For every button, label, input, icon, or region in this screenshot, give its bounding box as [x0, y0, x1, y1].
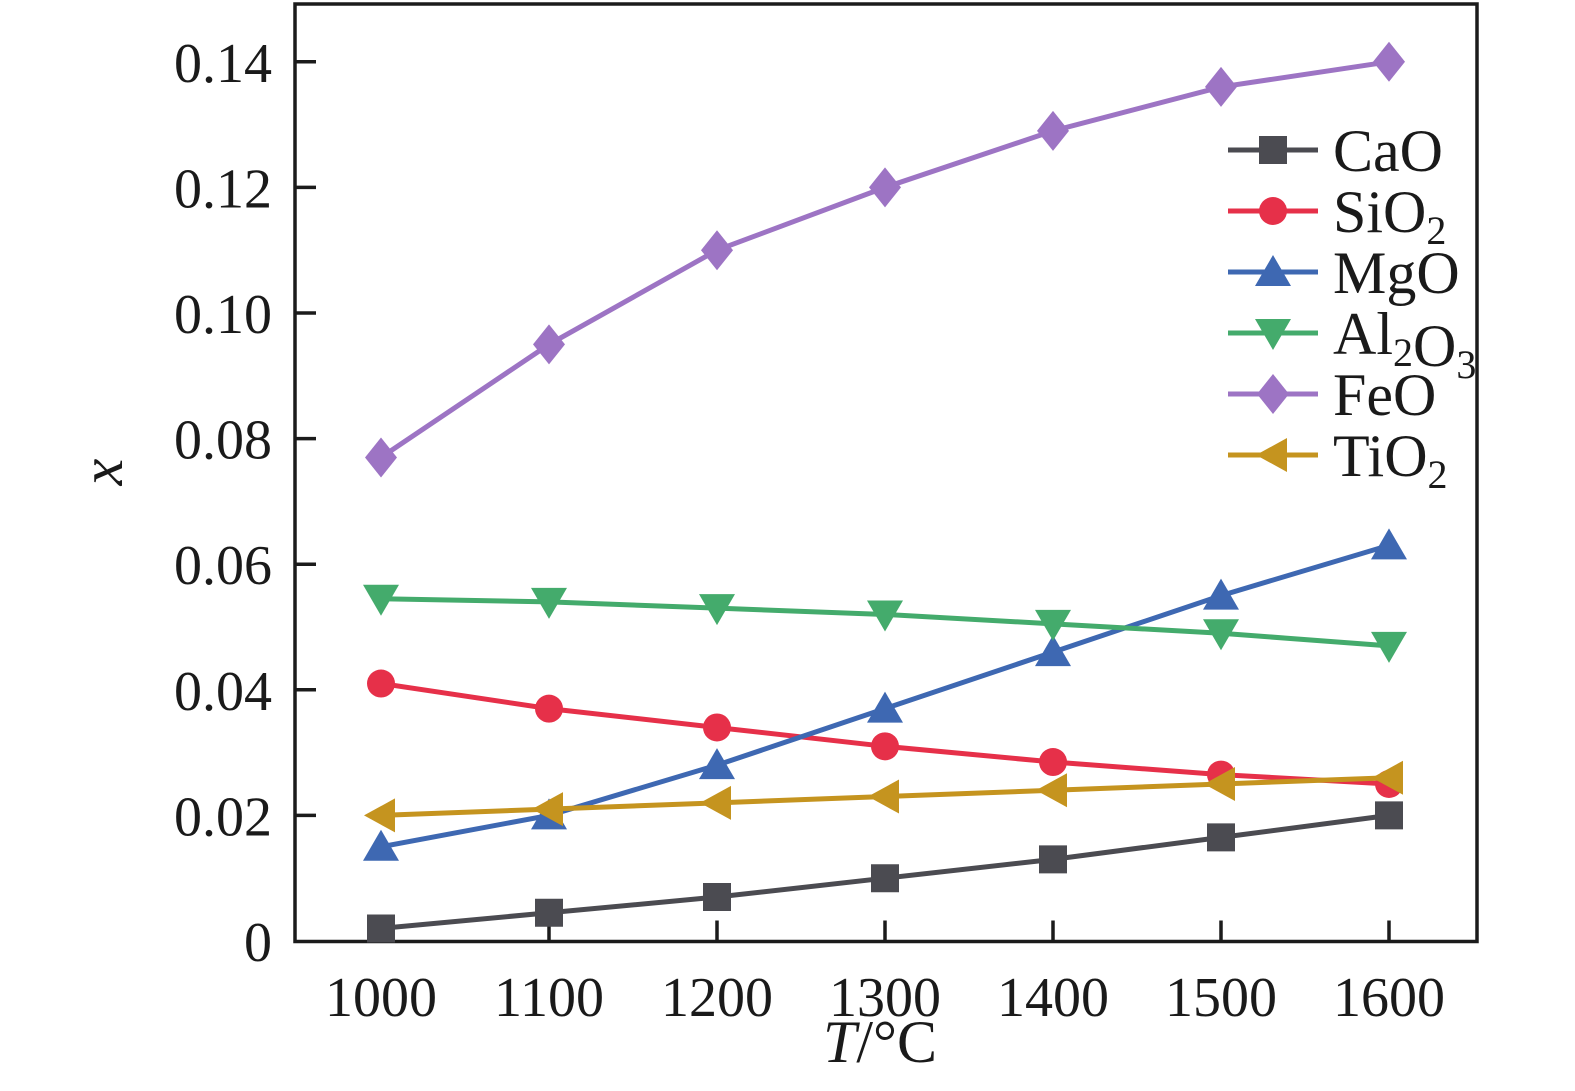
data-point-al2o3 — [867, 600, 903, 632]
data-point-cao — [367, 914, 395, 943]
data-point-al2o3 — [363, 584, 399, 616]
legend-item-sio2: SiO2 — [1228, 179, 1446, 253]
y-tick-label: 0 — [244, 912, 272, 974]
legend-label-sio2: SiO2 — [1333, 179, 1446, 253]
legend-item-tio2: TiO2 — [1228, 423, 1448, 497]
x-tick-label: 1600 — [1333, 967, 1445, 1029]
data-point-tio2 — [364, 798, 395, 833]
legend-label-part: Al — [1333, 301, 1393, 367]
series-feo — [365, 41, 1405, 478]
legend-label-part: SiO — [1333, 179, 1426, 245]
x-axis-title: T/°C — [823, 1009, 937, 1075]
series-al2o3 — [363, 584, 1407, 663]
legend-label-cao: CaO — [1333, 118, 1443, 184]
y-tick-label: 0.12 — [174, 158, 272, 220]
series-line-feo — [379, 59, 1390, 460]
legend-marker-mgo — [1255, 255, 1291, 286]
plot-border — [293, 2, 1479, 944]
y-tick-label: 0.06 — [174, 535, 272, 597]
data-point-al2o3 — [699, 594, 735, 626]
legend-label-al2o3: Al2O3 — [1333, 301, 1476, 387]
legend-label-tio2: TiO2 — [1333, 423, 1448, 497]
x-tick-label: 1400 — [997, 967, 1109, 1029]
x-axis-title-unit: /°C — [856, 1009, 937, 1075]
legend-item-feo: FeO — [1228, 362, 1436, 428]
data-point-sio2 — [703, 713, 731, 742]
data-point-cao — [535, 898, 563, 927]
legend-marker-tio2 — [1256, 438, 1287, 472]
y-tick-label: 0.08 — [174, 410, 272, 472]
data-point-tio2 — [700, 785, 731, 820]
data-point-al2o3 — [1035, 609, 1071, 641]
legend-label-part: 2 — [1426, 208, 1446, 253]
data-point-tio2 — [532, 792, 563, 827]
data-point-cao — [703, 883, 731, 912]
legend-marker-feo — [1257, 374, 1289, 414]
legend-label-mgo: MgO — [1333, 240, 1460, 306]
data-point-tio2 — [1204, 767, 1235, 801]
data-point-sio2 — [871, 732, 899, 761]
series-tio2 — [364, 760, 1403, 833]
y-tick-label: 0.10 — [174, 284, 272, 346]
data-point-feo — [869, 167, 901, 208]
data-point-feo — [1037, 110, 1069, 151]
x-tick-label: 1500 — [1165, 967, 1277, 1029]
data-point-tio2 — [868, 779, 899, 814]
data-point-mgo — [699, 748, 735, 780]
legend-label-part: O — [1413, 313, 1456, 379]
data-point-sio2 — [367, 669, 395, 698]
legend-marker-sio2 — [1259, 197, 1287, 225]
x-tick-label: 1200 — [661, 967, 773, 1029]
legend-marker-al2o3 — [1255, 319, 1291, 350]
x-axis-title-symbol: T — [823, 1009, 860, 1075]
x-tick-label: 1000 — [325, 967, 437, 1029]
data-point-tio2 — [1372, 760, 1403, 795]
legend-label-part: 2 — [1393, 330, 1413, 375]
data-point-feo — [1205, 66, 1237, 107]
x-tick-label: 1100 — [494, 967, 604, 1029]
x-tick-label: 1300 — [829, 967, 941, 1029]
y-tick-label: 0.14 — [174, 33, 272, 95]
legend-label-part: MgO — [1333, 240, 1460, 306]
data-point-feo — [533, 324, 565, 365]
data-point-al2o3 — [531, 587, 567, 619]
data-point-sio2 — [1039, 748, 1067, 777]
legend-item-al2o3: Al2O3 — [1228, 301, 1476, 387]
y-tick-label: 0.04 — [174, 661, 272, 723]
data-point-tio2 — [1036, 773, 1067, 808]
data-point-al2o3 — [1371, 631, 1407, 663]
y-tick-label: 0.02 — [174, 786, 272, 848]
data-point-mgo — [867, 691, 903, 723]
data-point-sio2 — [535, 694, 563, 723]
data-point-cao — [1039, 845, 1067, 874]
data-point-mgo — [363, 829, 399, 861]
legend-label-part: TiO — [1333, 423, 1428, 489]
legend-marker-cao — [1259, 136, 1287, 164]
data-point-cao — [1375, 801, 1403, 830]
series-cao — [367, 801, 1403, 943]
data-point-feo — [701, 230, 733, 271]
data-point-cao — [871, 864, 899, 893]
data-point-feo — [365, 437, 397, 478]
legend-item-cao: CaO — [1228, 118, 1443, 184]
y-axis-title: x — [69, 458, 135, 486]
legend-label-part: CaO — [1333, 118, 1443, 184]
legend-item-mgo: MgO — [1228, 240, 1460, 306]
data-point-mgo — [1203, 578, 1239, 610]
data-point-al2o3 — [1203, 619, 1239, 651]
data-point-mgo — [1371, 528, 1407, 560]
data-point-feo — [1373, 41, 1405, 82]
data-point-cao — [1207, 823, 1235, 852]
legend-label-part: 2 — [1428, 452, 1448, 497]
series-sio2 — [367, 669, 1403, 798]
legend-label-part: FeO — [1333, 362, 1436, 428]
legend-label-feo: FeO — [1333, 362, 1436, 428]
legend-label-part: 3 — [1456, 342, 1476, 387]
data-point-mgo — [1035, 635, 1071, 667]
